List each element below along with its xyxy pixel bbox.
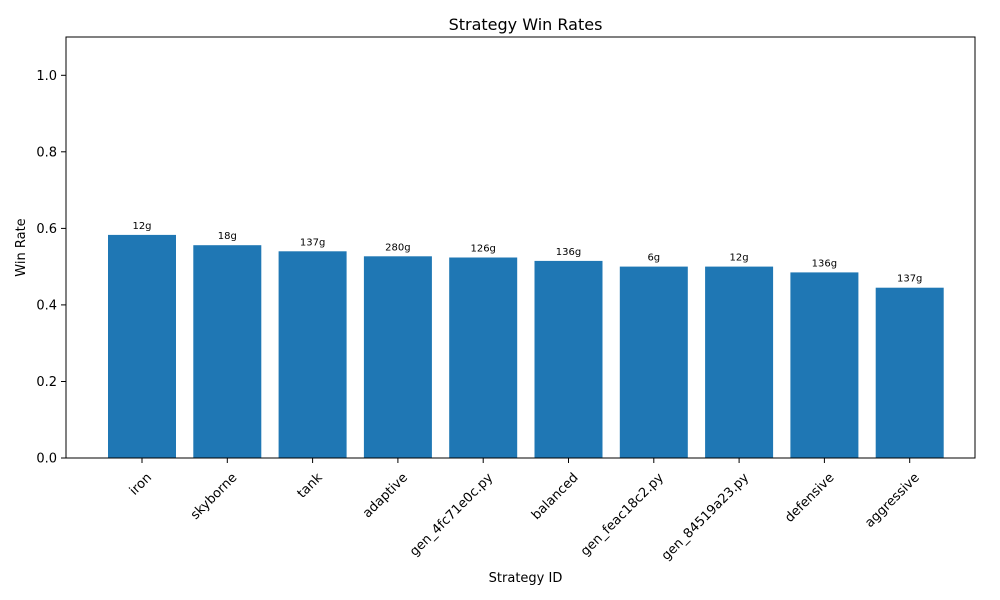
- bar-labels-group: 12g 18g 137g 280g 126g 136g 6g 12g 136g 137g: [132, 221, 922, 285]
- bars-group: [108, 234, 944, 458]
- bar-data-label: 12g: [730, 253, 749, 264]
- bar-data-label: 136g: [812, 258, 837, 269]
- y-tick-label: 1.0: [36, 69, 57, 84]
- bar-data-label: 137g: [300, 237, 325, 248]
- bar-data-label: 280g: [385, 242, 410, 253]
- y-tick-label: 0.6: [36, 222, 57, 237]
- bar-7: [705, 266, 774, 458]
- bar-3: [363, 256, 432, 458]
- bar-9: [875, 287, 944, 458]
- bar-2: [278, 251, 347, 458]
- y-tick-label: 0.8: [36, 145, 57, 160]
- y-axis-title: Win Rate: [14, 218, 29, 276]
- bar-data-label: 126g: [470, 244, 495, 255]
- chart-title: Strategy Win Rates: [449, 15, 603, 34]
- y-tick-label: 0.0: [36, 452, 57, 467]
- bar-1: [193, 245, 262, 458]
- bar-5: [534, 260, 603, 458]
- y-tick-label: 0.4: [36, 298, 57, 313]
- bar-4: [449, 257, 518, 458]
- bar-8: [790, 272, 859, 458]
- bar-6: [619, 266, 688, 458]
- bar-0: [108, 234, 176, 458]
- bar-data-label: 136g: [556, 247, 581, 258]
- x-axis-title: Strategy ID: [489, 571, 563, 586]
- bar-data-label: 12g: [132, 221, 151, 232]
- y-tick-label: 0.2: [36, 375, 57, 390]
- bar-data-label: 18g: [218, 231, 237, 242]
- plot-frame: [65, 36, 976, 459]
- bar-data-label: 6g: [647, 253, 660, 264]
- bar-data-label: 137g: [897, 274, 922, 285]
- y-axis-ticks: 0.0 0.2 0.4 0.6 0.8 1.0: [36, 69, 66, 467]
